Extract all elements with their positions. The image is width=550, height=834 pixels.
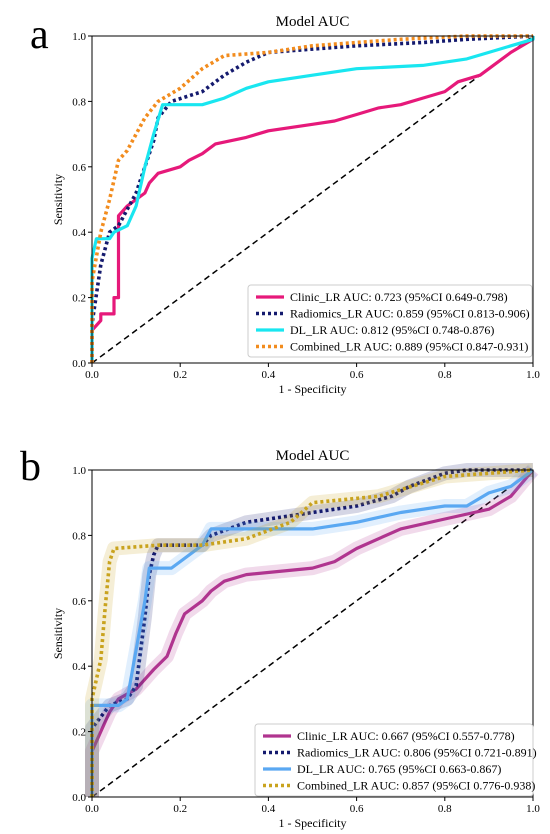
x-tick-label: 0.8 xyxy=(438,369,452,381)
diagonal-reference-line xyxy=(91,35,534,364)
y-tick-label: 1.0 xyxy=(72,465,86,477)
x-tick-label: 0.4 xyxy=(262,803,276,815)
series-line-2 xyxy=(90,468,534,797)
plot-frame xyxy=(91,469,534,798)
y-tick-label: 0.0 xyxy=(72,358,86,370)
x-tick-label: 1.0 xyxy=(526,803,540,815)
legend-entry-1: Radiomics_LR AUC: 0.859 (95%CI 0.813-0.9… xyxy=(290,307,530,321)
legend-entry-0: Clinic_LR AUC: 0.667 (95%CI 0.557-0.778) xyxy=(297,729,515,743)
panel-a: a Model AUC 0.0 0.2 0.4 0.6 0.8 1.0 0.0 0.2 0.4 0.6… xyxy=(30,12,540,396)
x-axis-label: 1 - Specificity xyxy=(279,382,347,396)
series-line-3 xyxy=(90,34,533,363)
legend-entry-0: Clinic_LR AUC: 0.723 (95%CI 0.649-0.798) xyxy=(290,290,508,304)
legend-entry-2: DL_LR AUC: 0.812 (95%CI 0.748-0.876) xyxy=(290,323,494,337)
x-tick-label: 0.2 xyxy=(173,803,187,815)
x-tick-label: 0.4 xyxy=(262,369,276,381)
legend-entry-3: Combined_LR AUC: 0.889 (95%CI 0.847-0.93… xyxy=(290,340,528,354)
x-tick-label: 0.6 xyxy=(350,803,364,815)
panel-b: b Model AUC 0.0 0.2 0.4 0.6 0.8 1.0 0.0 0.2 0.4 0.6… xyxy=(20,444,540,830)
x-tick-label: 1.0 xyxy=(526,369,540,381)
diagonal-reference-line xyxy=(91,469,534,798)
y-axis-label: Sensitivity xyxy=(51,174,65,225)
plot-frame xyxy=(91,35,534,364)
y-tick-label: 0.2 xyxy=(72,293,86,305)
panel-letter: b xyxy=(20,444,41,490)
y-tick-label: 0.4 xyxy=(72,227,86,239)
y-tick-label: 1.0 xyxy=(72,31,86,43)
y-tick-label: 0.8 xyxy=(72,96,86,108)
chart-title: Model AUC xyxy=(276,448,350,464)
series-line-2 xyxy=(90,36,535,363)
y-tick-label: 0.6 xyxy=(72,596,86,608)
y-tick-label: 0.0 xyxy=(72,792,86,804)
series-line-3 xyxy=(90,468,534,797)
x-axis-label: 1 - Specificity xyxy=(279,816,347,830)
y-tick-label: 0.2 xyxy=(72,727,86,739)
x-tick-label: 0.0 xyxy=(85,369,99,381)
series-line-0 xyxy=(90,468,535,797)
legend-entry-2: DL_LR AUC: 0.765 (95%CI 0.663-0.867) xyxy=(297,762,501,776)
y-axis-label: Sensitivity xyxy=(51,608,65,659)
x-tick-label: 0.0 xyxy=(85,803,99,815)
series-line-0 xyxy=(90,36,535,363)
panel-letter: a xyxy=(30,12,49,58)
series-line-1 xyxy=(90,34,534,363)
y-tick-label: 0.4 xyxy=(72,661,86,673)
y-tick-label: 0.6 xyxy=(72,162,86,174)
y-tick-label: 0.8 xyxy=(72,530,86,542)
legend-entry-1: Radiomics_LR AUC: 0.806 (95%CI 0.721-0.8… xyxy=(297,746,537,760)
legend-box xyxy=(247,284,533,358)
x-tick-label: 0.8 xyxy=(438,803,452,815)
x-tick-label: 0.6 xyxy=(350,369,364,381)
chart-title: Model AUC xyxy=(276,14,350,30)
legend-entry-3: Combined_LR AUC: 0.857 (95%CI 0.776-0.93… xyxy=(297,779,535,793)
legend-box xyxy=(254,723,534,797)
x-tick-label: 0.2 xyxy=(173,369,187,381)
